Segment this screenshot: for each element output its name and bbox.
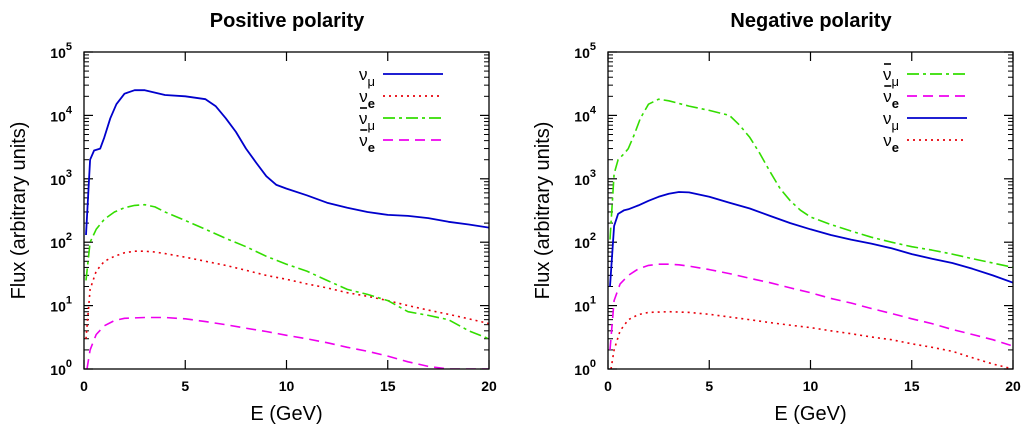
y-tick-label: 105: [50, 41, 72, 61]
y-axis-label: Flux (arbitrary units): [8, 122, 30, 300]
x-tick-label: 5: [181, 378, 189, 394]
y-tick-base: 10: [574, 108, 590, 124]
legend-symbol: ν: [359, 65, 368, 84]
legend-symbol: ν: [359, 131, 368, 150]
y-tick-base: 10: [50, 172, 66, 188]
y-tick-exponent: 1: [590, 295, 596, 307]
y-tick-base: 10: [50, 235, 66, 251]
chart-title: Negative polarity: [730, 10, 892, 32]
x-tick-label: 15: [380, 378, 396, 394]
y-tick-exponent: 4: [590, 104, 597, 116]
series-line-nu_mu: [85, 89, 489, 236]
y-tick-label: 100: [50, 358, 72, 378]
y-tick-label: 103: [574, 168, 596, 188]
legend-symbol: ν: [883, 87, 892, 106]
legend-symbol: ν: [359, 109, 368, 128]
y-tick-exponent: 3: [590, 168, 596, 180]
legend-symbol: ν: [883, 65, 892, 84]
legend-label: νe: [883, 131, 899, 155]
plot-frame: [83, 51, 490, 370]
y-tick-base: 10: [50, 299, 66, 315]
y-tick-label: 105: [574, 41, 596, 61]
legend-label: νμ: [883, 109, 899, 133]
legend-label: νμ: [359, 65, 375, 89]
legend-subscript: e: [892, 140, 899, 155]
y-tick-label: 101: [574, 295, 596, 315]
legend-label: νe: [359, 131, 375, 155]
y-tick-base: 10: [50, 45, 66, 61]
legend-label: νe: [359, 87, 375, 111]
y-tick-label: 103: [50, 168, 72, 188]
x-tick-label: 0: [80, 378, 88, 394]
plot-frame: [607, 51, 1014, 370]
legend-subscript: μ: [368, 118, 376, 133]
x-tick-label: 5: [705, 378, 713, 394]
legend-subscript: e: [368, 140, 375, 155]
y-tick-label: 104: [50, 104, 73, 124]
series-line-nu_e: [610, 310, 1013, 369]
legend-subscript: μ: [892, 74, 900, 89]
y-tick-base: 10: [574, 299, 590, 315]
y-tick-label: 101: [50, 295, 72, 315]
x-tick-label: 20: [481, 378, 497, 394]
series-line-nubar_mu: [85, 203, 489, 340]
x-tick-label: 20: [1005, 378, 1021, 394]
legend-symbol: ν: [883, 131, 892, 150]
legend-subscript: μ: [368, 74, 376, 89]
legend-symbol: ν: [359, 87, 368, 106]
y-tick-base: 10: [574, 362, 590, 378]
x-tick-label: 15: [904, 378, 920, 394]
legend-label: νμ: [359, 109, 375, 133]
legend-subscript: e: [368, 96, 375, 111]
x-tick-label: 10: [279, 378, 295, 394]
y-tick-base: 10: [574, 45, 590, 61]
y-tick-base: 10: [50, 362, 66, 378]
series-line-nubar_e: [609, 263, 1013, 350]
legend-label: νμ: [883, 65, 899, 89]
y-tick-exponent: 0: [66, 358, 72, 370]
series-line-nubar_mu: [609, 98, 1013, 269]
series-line-nu_mu: [609, 191, 1013, 287]
y-tick-exponent: 0: [590, 358, 596, 370]
series-line-nu_e: [85, 250, 489, 339]
y-tick-base: 10: [574, 235, 590, 251]
y-tick-label: 100: [574, 358, 596, 378]
y-tick-label: 102: [50, 231, 72, 251]
y-tick-exponent: 3: [66, 168, 72, 180]
y-tick-base: 10: [50, 108, 66, 124]
y-tick-label: 104: [574, 104, 597, 124]
y-tick-exponent: 2: [66, 231, 72, 243]
y-tick-base: 10: [574, 172, 590, 188]
series-line-nubar_e: [86, 316, 489, 369]
legend-subscript: e: [892, 96, 899, 111]
legend-label: νe: [883, 87, 899, 111]
y-tick-exponent: 5: [590, 41, 596, 53]
x-tick-label: 10: [803, 378, 819, 394]
y-tick-exponent: 2: [590, 231, 596, 243]
chart-title: Positive polarity: [210, 10, 365, 32]
legend-symbol: ν: [883, 109, 892, 128]
x-tick-label: 0: [604, 378, 612, 394]
y-tick-exponent: 4: [66, 104, 73, 116]
y-tick-exponent: 1: [66, 295, 72, 307]
y-tick-label: 102: [574, 231, 596, 251]
x-axis-label: E (GeV): [774, 403, 846, 425]
y-axis-label: Flux (arbitrary units): [532, 122, 554, 300]
x-axis-label: E (GeV): [250, 403, 322, 425]
y-tick-exponent: 5: [66, 41, 72, 53]
legend-subscript: μ: [892, 118, 900, 133]
